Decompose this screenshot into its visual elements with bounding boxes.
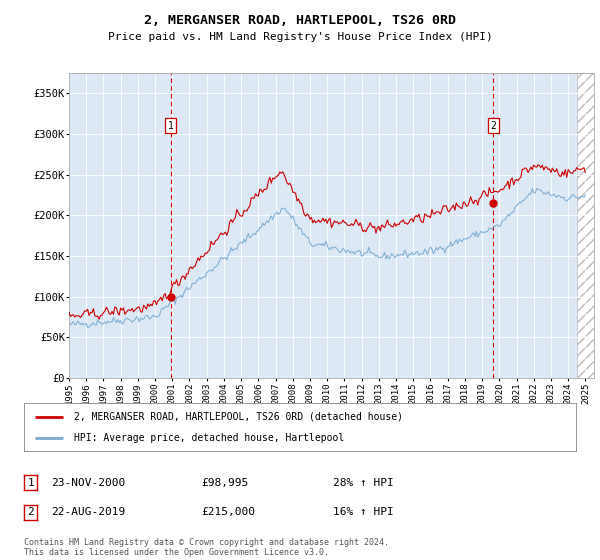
Text: 28% ↑ HPI: 28% ↑ HPI [333, 478, 394, 488]
Text: HPI: Average price, detached house, Hartlepool: HPI: Average price, detached house, Hart… [74, 433, 344, 444]
Text: 2: 2 [27, 507, 34, 517]
Text: £215,000: £215,000 [201, 507, 255, 517]
Text: 2, MERGANSER ROAD, HARTLEPOOL, TS26 0RD: 2, MERGANSER ROAD, HARTLEPOOL, TS26 0RD [144, 14, 456, 27]
Text: 22-AUG-2019: 22-AUG-2019 [51, 507, 125, 517]
Text: £98,995: £98,995 [201, 478, 248, 488]
Text: 1: 1 [27, 478, 34, 488]
Text: Contains HM Land Registry data © Crown copyright and database right 2024.
This d: Contains HM Land Registry data © Crown c… [24, 538, 389, 557]
Text: 1: 1 [167, 121, 173, 130]
Text: 23-NOV-2000: 23-NOV-2000 [51, 478, 125, 488]
Text: 2: 2 [490, 121, 496, 130]
Text: 2, MERGANSER ROAD, HARTLEPOOL, TS26 0RD (detached house): 2, MERGANSER ROAD, HARTLEPOOL, TS26 0RD … [74, 412, 403, 422]
Text: 16% ↑ HPI: 16% ↑ HPI [333, 507, 394, 517]
Text: Price paid vs. HM Land Registry's House Price Index (HPI): Price paid vs. HM Land Registry's House … [107, 32, 493, 43]
